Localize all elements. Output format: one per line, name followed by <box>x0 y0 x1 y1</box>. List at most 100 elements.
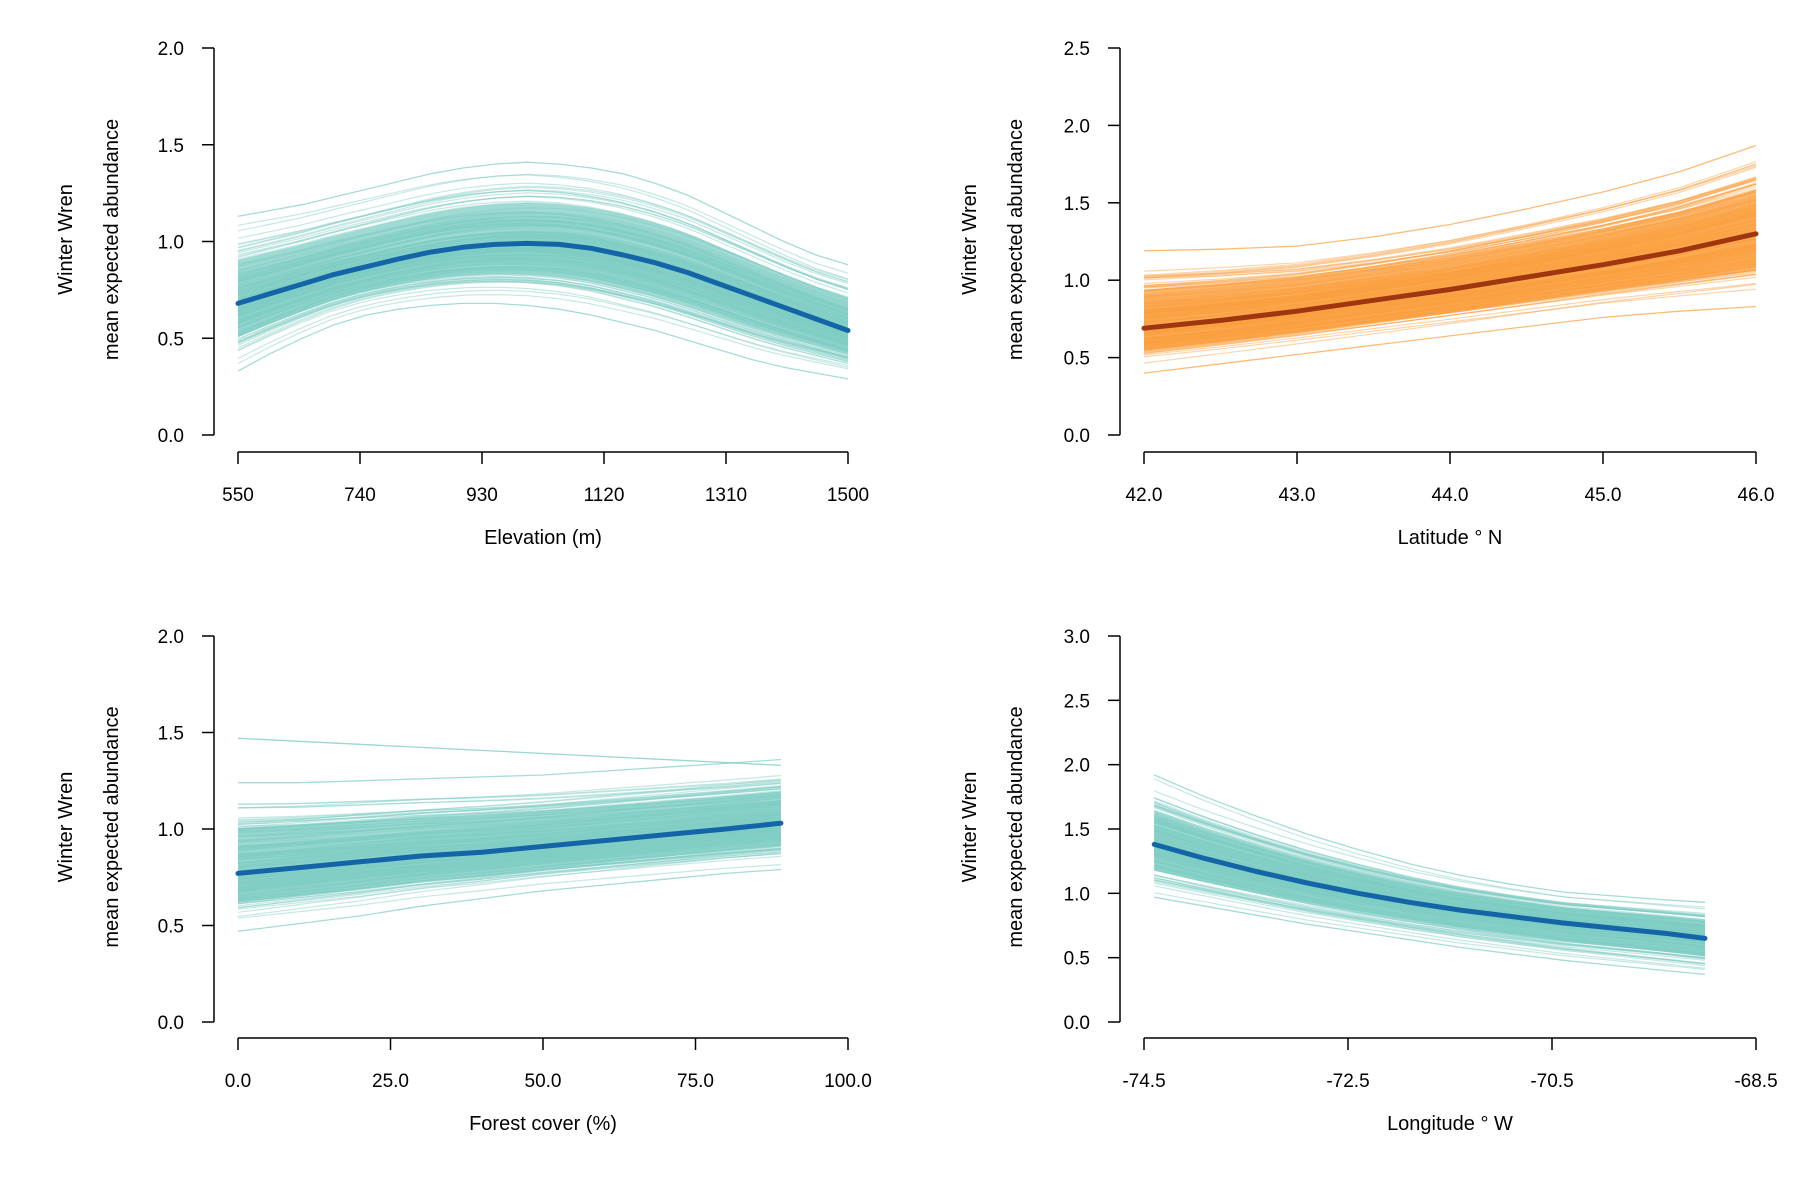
y-tick-label: 1.5 <box>1064 194 1090 215</box>
posterior-draw-line <box>1143 179 1757 285</box>
posterior-draw-line <box>237 278 849 361</box>
posterior-draw-line <box>1143 179 1757 292</box>
posterior-draw-line <box>1143 178 1757 287</box>
x-tick-label: 1500 <box>827 485 869 506</box>
posterior-draw-line <box>237 174 849 280</box>
y-tick-label: 0.0 <box>1064 1013 1090 1034</box>
x-tick-label: 25.0 <box>372 1071 409 1092</box>
y-tick-label: 1.5 <box>158 136 184 157</box>
y-tick-label: 2.5 <box>1064 691 1090 712</box>
y-tick-label: 0.0 <box>158 1013 184 1034</box>
y-tick-label: 2.5 <box>1064 39 1090 60</box>
posterior-draw-line <box>1143 183 1757 291</box>
x-tick-label: 42.0 <box>1126 485 1163 506</box>
y-tick-label: 2.0 <box>158 39 184 60</box>
posterior-draw-line <box>1143 188 1757 279</box>
posterior-draw-line <box>1143 165 1757 272</box>
x-axis-title: Elevation (m) <box>484 527 602 549</box>
posterior-draw-line <box>237 784 781 826</box>
posterior-draw-line <box>237 280 849 359</box>
x-tick-label: -72.5 <box>1326 1071 1369 1092</box>
posterior-draw-line <box>237 774 781 809</box>
posterior-draw-line <box>1153 805 1706 917</box>
y-tick-label: 0.0 <box>158 426 184 447</box>
y-axis-title-line1: Winter Wren <box>55 184 77 295</box>
posterior-draw-line <box>237 195 849 289</box>
posterior-draw-line <box>237 855 781 910</box>
posterior-draw-line <box>237 279 849 359</box>
y-axis-title-line1: Winter Wren <box>959 772 981 883</box>
posterior-draw-line <box>237 845 781 909</box>
posterior-draw-line <box>237 782 781 828</box>
posterior-draw-line <box>237 851 781 907</box>
posterior-draw-line <box>237 853 781 905</box>
posterior-envelope-lower <box>237 302 849 380</box>
posterior-draw-line <box>1143 163 1757 277</box>
posterior-draw-line <box>237 185 849 281</box>
posterior-draw-line <box>1153 797 1706 918</box>
posterior-envelope-upper <box>1143 144 1757 252</box>
posterior-draw-line <box>237 788 781 822</box>
posterior-core-band <box>238 791 781 903</box>
posterior-draw-line <box>1143 161 1757 276</box>
posterior-draw-line <box>237 276 849 359</box>
y-axis-title-line2: mean expected abundance <box>101 706 123 947</box>
x-tick-label: -68.5 <box>1734 1071 1777 1092</box>
posterior-envelope-lower <box>1143 305 1757 374</box>
x-tick-label: 50.0 <box>525 1071 562 1092</box>
y-axis-title-line2: mean expected abundance <box>1005 706 1027 947</box>
posterior-draw-line <box>1143 288 1757 358</box>
y-tick-label: 0.5 <box>1064 349 1090 370</box>
posterior-draw-line <box>1154 877 1706 965</box>
posterior-draw-line <box>237 787 781 830</box>
posterior-draw-line <box>237 276 849 360</box>
posterior-draw-line <box>1143 166 1757 279</box>
posterior-draw-line <box>1154 879 1706 959</box>
posterior-draw-line <box>1153 803 1706 917</box>
posterior-envelope-upper <box>237 161 849 266</box>
posterior-draw-line <box>1154 878 1706 967</box>
posterior-draw-line <box>237 192 849 289</box>
posterior-draw-line <box>237 778 781 825</box>
posterior-draw-line <box>237 853 781 908</box>
y-axis-title-line2: mean expected abundance <box>1005 119 1027 360</box>
posterior-draw-line <box>1154 874 1706 965</box>
y-tick-label: 2.0 <box>1064 756 1090 777</box>
y-axis-title-line1: Winter Wren <box>55 772 77 883</box>
posterior-draw-line <box>1154 804 1706 916</box>
posterior-draw-line <box>1143 178 1757 281</box>
x-tick-label: 46.0 <box>1738 485 1775 506</box>
x-tick-label: 43.0 <box>1279 485 1316 506</box>
posterior-draw-line <box>1154 877 1706 965</box>
y-tick-label: 1.0 <box>1064 271 1090 292</box>
posterior-draw-line <box>237 281 849 359</box>
posterior-envelope-upper <box>238 758 781 784</box>
posterior-mean-line <box>1141 231 1759 331</box>
posterior-draw-line <box>237 189 849 290</box>
posterior-draw-line <box>1143 274 1757 354</box>
posterior-draw-line <box>1153 790 1706 908</box>
posterior-core-band <box>1154 809 1705 957</box>
posterior-draw-line <box>1154 877 1706 958</box>
posterior-draw-line <box>237 286 849 368</box>
posterior-draw-line <box>1143 177 1757 288</box>
posterior-draw-line <box>1143 177 1757 279</box>
x-tick-label: 75.0 <box>677 1071 714 1092</box>
posterior-draw-line <box>1154 805 1706 914</box>
posterior-draw-line <box>1153 797 1706 916</box>
y-tick-label: 0.5 <box>158 917 184 938</box>
posterior-draw-line <box>237 280 849 364</box>
posterior-draw-line <box>1154 892 1706 970</box>
posterior-draw-line <box>237 182 849 283</box>
posterior-mean-line <box>235 820 784 876</box>
posterior-draw-line <box>237 788 781 819</box>
x-tick-label: 45.0 <box>1585 485 1622 506</box>
posterior-draw-line <box>237 848 781 904</box>
posterior-draw-line <box>237 189 849 291</box>
chart-panel-4: 0.0 0.5 1.0 1.5 2.0 2.5 3.0 -74.5 -72.5 -70.5 -68.… <box>959 627 1778 1135</box>
x-tick-label: -74.5 <box>1122 1071 1165 1092</box>
y-tick-label: 1.5 <box>158 724 184 745</box>
posterior-draw-line <box>1143 283 1757 364</box>
posterior-outlier-line <box>237 737 781 766</box>
posterior-draw-line <box>1154 885 1706 969</box>
